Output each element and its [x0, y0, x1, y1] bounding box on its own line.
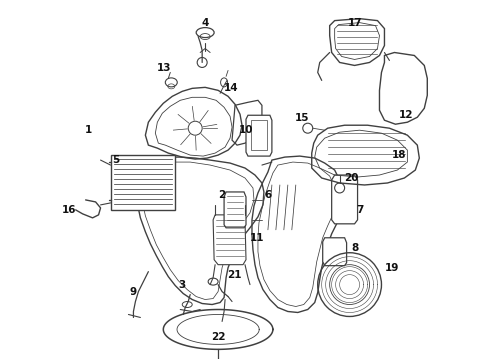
- Text: 21: 21: [227, 270, 241, 280]
- Text: 12: 12: [399, 110, 414, 120]
- Text: 15: 15: [294, 113, 309, 123]
- Text: 17: 17: [348, 18, 363, 28]
- Text: 1: 1: [85, 125, 92, 135]
- Text: 22: 22: [211, 332, 225, 342]
- Text: 19: 19: [385, 263, 400, 273]
- Text: 4: 4: [201, 18, 209, 28]
- Text: 9: 9: [130, 287, 137, 297]
- Text: 16: 16: [61, 205, 76, 215]
- Text: 3: 3: [179, 280, 186, 289]
- Text: 7: 7: [356, 205, 363, 215]
- Text: 14: 14: [224, 84, 238, 93]
- Polygon shape: [246, 115, 272, 156]
- Text: 10: 10: [239, 125, 253, 135]
- Text: 5: 5: [112, 155, 119, 165]
- Polygon shape: [111, 155, 175, 210]
- Polygon shape: [213, 215, 246, 265]
- Polygon shape: [224, 192, 246, 228]
- Text: 20: 20: [344, 173, 359, 183]
- Text: 2: 2: [219, 190, 226, 200]
- Polygon shape: [323, 238, 346, 266]
- Text: 13: 13: [157, 63, 171, 73]
- Text: 8: 8: [351, 243, 358, 253]
- Text: 6: 6: [264, 190, 271, 200]
- Text: 18: 18: [392, 150, 407, 160]
- Text: 11: 11: [250, 233, 264, 243]
- Polygon shape: [332, 175, 358, 224]
